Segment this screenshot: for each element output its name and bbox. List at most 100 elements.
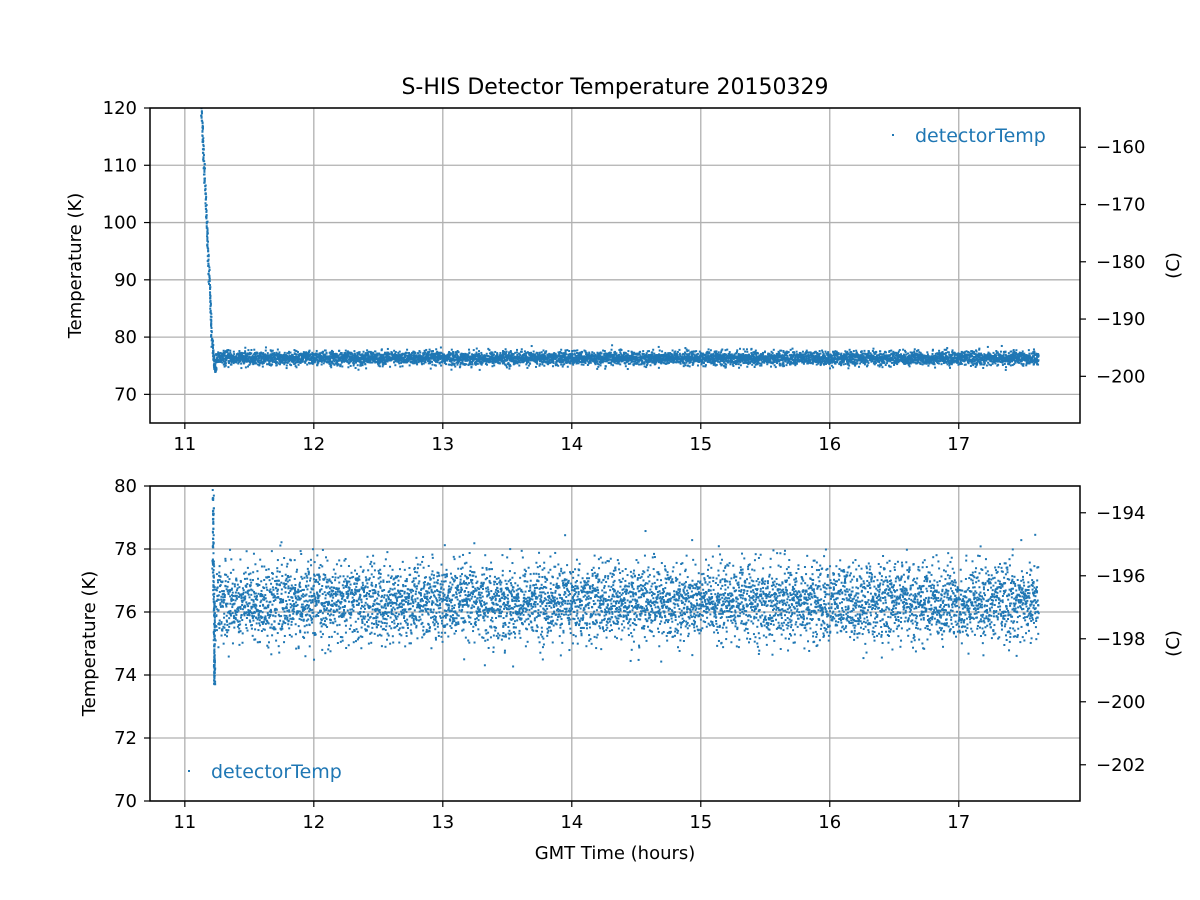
- data-point: [353, 358, 356, 361]
- data-point: [393, 361, 396, 364]
- data-point: [482, 360, 485, 363]
- data-point: [523, 352, 526, 355]
- data-point: [546, 360, 549, 363]
- data-point: [541, 353, 544, 356]
- data-point: [261, 365, 264, 368]
- data-point: [272, 353, 275, 356]
- data-point: [441, 352, 444, 355]
- data-point: [293, 359, 296, 362]
- data-point: [304, 357, 307, 360]
- data-point: [333, 363, 336, 366]
- data-point: [349, 364, 352, 367]
- data-point: [694, 359, 697, 362]
- data-point: [207, 247, 210, 250]
- data-point: [746, 355, 749, 358]
- data-point: [335, 352, 338, 355]
- data-point: [557, 359, 560, 362]
- data-point: [574, 356, 577, 359]
- data-point: [705, 352, 708, 355]
- data-point: [676, 360, 679, 363]
- data-point: [420, 361, 423, 364]
- data-point: [613, 361, 616, 364]
- data-point: [252, 353, 255, 356]
- data-point: [735, 363, 738, 366]
- data-point: [232, 359, 235, 362]
- data-point: [253, 362, 256, 365]
- data-point: [576, 349, 579, 352]
- data-point: [325, 352, 328, 355]
- data-point: [257, 359, 260, 362]
- data-point: [358, 357, 361, 360]
- data-point: [705, 351, 708, 354]
- data-point: [525, 359, 528, 362]
- data-point: [453, 362, 456, 365]
- data-point: [761, 360, 764, 363]
- data-point: [328, 362, 331, 365]
- data-point: [342, 358, 345, 361]
- data-point: [208, 280, 211, 283]
- data-point: [334, 359, 337, 362]
- data-point: [501, 352, 504, 355]
- data-point: [278, 360, 281, 363]
- data-point: [426, 353, 429, 356]
- data-point: [809, 356, 812, 359]
- data-point: [468, 362, 471, 365]
- data-point: [315, 352, 318, 355]
- data-point: [785, 354, 788, 357]
- data-point: [508, 357, 511, 360]
- data-point: [328, 351, 331, 354]
- data-point: [271, 363, 274, 366]
- data-point: [477, 352, 480, 355]
- data-point: [316, 358, 319, 361]
- data-point: [686, 353, 689, 356]
- data-point: [262, 362, 265, 365]
- data-point: [433, 354, 436, 357]
- data-point: [602, 349, 605, 352]
- data-point: [646, 363, 649, 366]
- data-point: [803, 357, 806, 360]
- data-point: [397, 351, 400, 354]
- data-point: [794, 359, 797, 362]
- data-point: [670, 360, 673, 363]
- data-point: [596, 360, 599, 363]
- data-point: [394, 351, 397, 354]
- data-point: [657, 361, 660, 364]
- data-point: [571, 353, 574, 356]
- data-point: [233, 353, 236, 356]
- data-point: [426, 357, 429, 360]
- data-point: [543, 364, 546, 367]
- data-point: [285, 364, 288, 367]
- data-point: [350, 360, 353, 363]
- data-point: [615, 352, 618, 355]
- data-point: [598, 358, 601, 361]
- data-point: [604, 356, 607, 359]
- data-point: [715, 352, 718, 355]
- data-point: [756, 363, 759, 366]
- data-point: [496, 353, 499, 356]
- data-point: [700, 352, 703, 355]
- data-point: [564, 349, 567, 352]
- data-point: [486, 363, 489, 366]
- data-point: [456, 360, 459, 363]
- data-point: [587, 362, 590, 365]
- data-point: [279, 357, 282, 360]
- data-point: [294, 357, 297, 360]
- data-point: [728, 351, 731, 354]
- data-point: [380, 348, 383, 351]
- data-point: [792, 355, 795, 358]
- data-point: [589, 361, 592, 364]
- data-point: [649, 364, 652, 367]
- data-point: [698, 359, 701, 362]
- data-point: [206, 238, 209, 241]
- data-point: [616, 362, 619, 365]
- data-point: [626, 359, 629, 362]
- data-point: [240, 358, 243, 361]
- data-point: [394, 360, 397, 363]
- data-point: [315, 354, 318, 357]
- data-point: [766, 357, 769, 360]
- data-point: [728, 353, 731, 356]
- data-point: [654, 357, 657, 360]
- data-point: [571, 350, 574, 353]
- data-point: [618, 349, 621, 352]
- data-point: [306, 363, 309, 366]
